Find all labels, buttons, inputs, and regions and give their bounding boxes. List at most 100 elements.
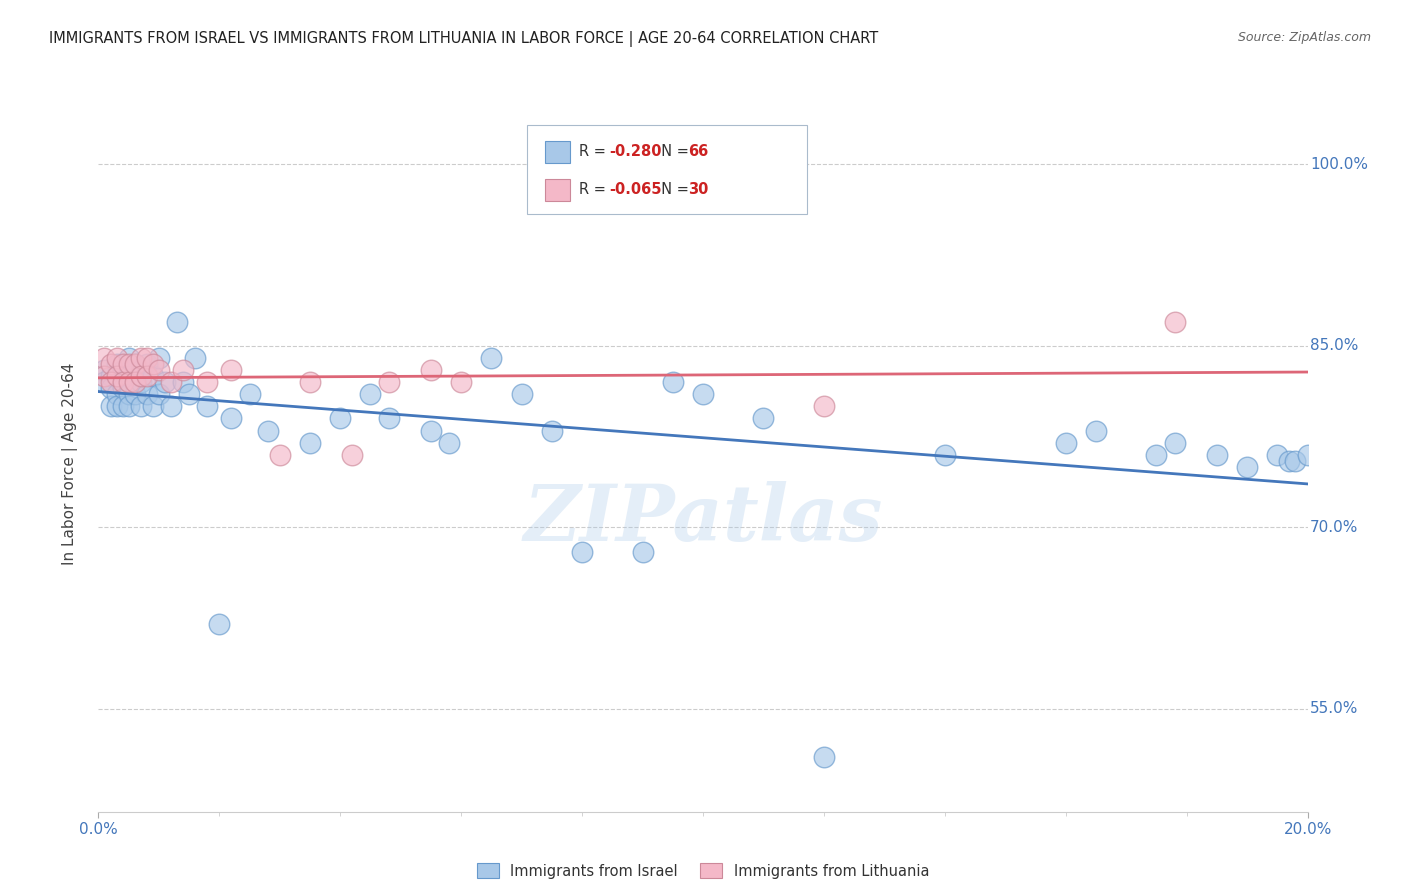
Point <box>105 400 128 414</box>
Point <box>299 435 322 450</box>
Point <box>118 387 141 401</box>
Text: 70.0%: 70.0% <box>1310 520 1358 535</box>
Point <box>208 617 231 632</box>
Point <box>239 387 262 401</box>
Point <box>195 400 218 414</box>
Text: 30: 30 <box>689 182 709 197</box>
Point <box>1163 315 1185 329</box>
Text: R =: R = <box>579 145 610 160</box>
Point <box>118 400 141 414</box>
Point <box>177 387 201 401</box>
Point <box>124 375 146 389</box>
Point <box>377 411 399 425</box>
Point <box>160 400 183 414</box>
Text: N =: N = <box>652 145 693 160</box>
Point <box>692 387 714 401</box>
Point <box>129 369 152 384</box>
Point <box>1054 435 1077 450</box>
Point <box>571 544 593 558</box>
Point <box>118 357 141 371</box>
Point <box>124 357 146 371</box>
Point <box>111 363 134 377</box>
Point <box>142 400 165 414</box>
Text: 100.0%: 100.0% <box>1310 157 1368 172</box>
Point <box>105 351 128 365</box>
Point <box>105 387 128 401</box>
Point <box>1284 454 1306 468</box>
Point <box>299 375 322 389</box>
Text: Source: ZipAtlas.com: Source: ZipAtlas.com <box>1237 31 1371 45</box>
Point <box>135 387 157 401</box>
Y-axis label: In Labor Force | Age 20-64: In Labor Force | Age 20-64 <box>62 363 77 565</box>
Point <box>135 369 157 384</box>
Point <box>129 375 152 389</box>
Text: ZIPatlas: ZIPatlas <box>523 482 883 558</box>
Text: IMMIGRANTS FROM ISRAEL VS IMMIGRANTS FROM LITHUANIA IN LABOR FORCE | AGE 20-64 C: IMMIGRANTS FROM ISRAEL VS IMMIGRANTS FRO… <box>49 31 879 47</box>
Point <box>256 424 278 438</box>
Point <box>631 544 654 558</box>
Point <box>269 448 291 462</box>
Point <box>813 400 835 414</box>
Point <box>377 375 399 389</box>
Point <box>118 375 141 389</box>
Point <box>124 387 146 401</box>
Point <box>111 375 134 389</box>
Text: -0.280: -0.280 <box>610 145 662 160</box>
Point <box>1265 448 1288 462</box>
Point <box>93 363 115 377</box>
Point <box>172 375 194 389</box>
Point <box>124 375 146 389</box>
Legend: Immigrants from Israel, Immigrants from Lithuania: Immigrants from Israel, Immigrants from … <box>471 857 935 885</box>
Point <box>93 369 115 384</box>
Point <box>142 369 165 384</box>
Point <box>105 357 128 371</box>
Point <box>166 315 188 329</box>
Point <box>105 369 128 384</box>
Point <box>105 369 128 384</box>
Point <box>510 387 533 401</box>
Point <box>148 387 170 401</box>
Point <box>1236 459 1258 474</box>
Point <box>129 400 152 414</box>
Point <box>100 375 122 389</box>
Text: 85.0%: 85.0% <box>1310 338 1358 353</box>
Point <box>540 424 562 438</box>
Point <box>172 363 194 377</box>
Point <box>111 400 134 414</box>
Point <box>111 381 134 395</box>
Point <box>752 411 775 425</box>
Point <box>481 351 503 365</box>
Point <box>329 411 352 425</box>
Point <box>450 375 472 389</box>
Point <box>437 435 460 450</box>
Point <box>1085 424 1108 438</box>
Point <box>419 424 441 438</box>
Point <box>129 351 152 365</box>
Text: N =: N = <box>652 182 693 197</box>
Text: 66: 66 <box>689 145 709 160</box>
Text: -0.065: -0.065 <box>610 182 662 197</box>
Point <box>1206 448 1229 462</box>
Point <box>129 363 152 377</box>
Point <box>124 357 146 371</box>
Point <box>148 351 170 365</box>
Point <box>148 363 170 377</box>
Point <box>93 351 115 365</box>
Point <box>1144 448 1167 462</box>
Point <box>1296 448 1319 462</box>
Point <box>118 369 141 384</box>
Text: 55.0%: 55.0% <box>1310 701 1358 716</box>
Point <box>221 411 243 425</box>
Point <box>142 357 165 371</box>
Point <box>342 448 364 462</box>
Point <box>184 351 207 365</box>
Point <box>160 375 183 389</box>
Point <box>360 387 382 401</box>
Point <box>135 351 157 365</box>
Point <box>221 363 243 377</box>
Point <box>661 375 683 389</box>
Point <box>111 357 134 371</box>
Point <box>934 448 956 462</box>
Point <box>118 351 141 365</box>
Point <box>100 357 122 371</box>
